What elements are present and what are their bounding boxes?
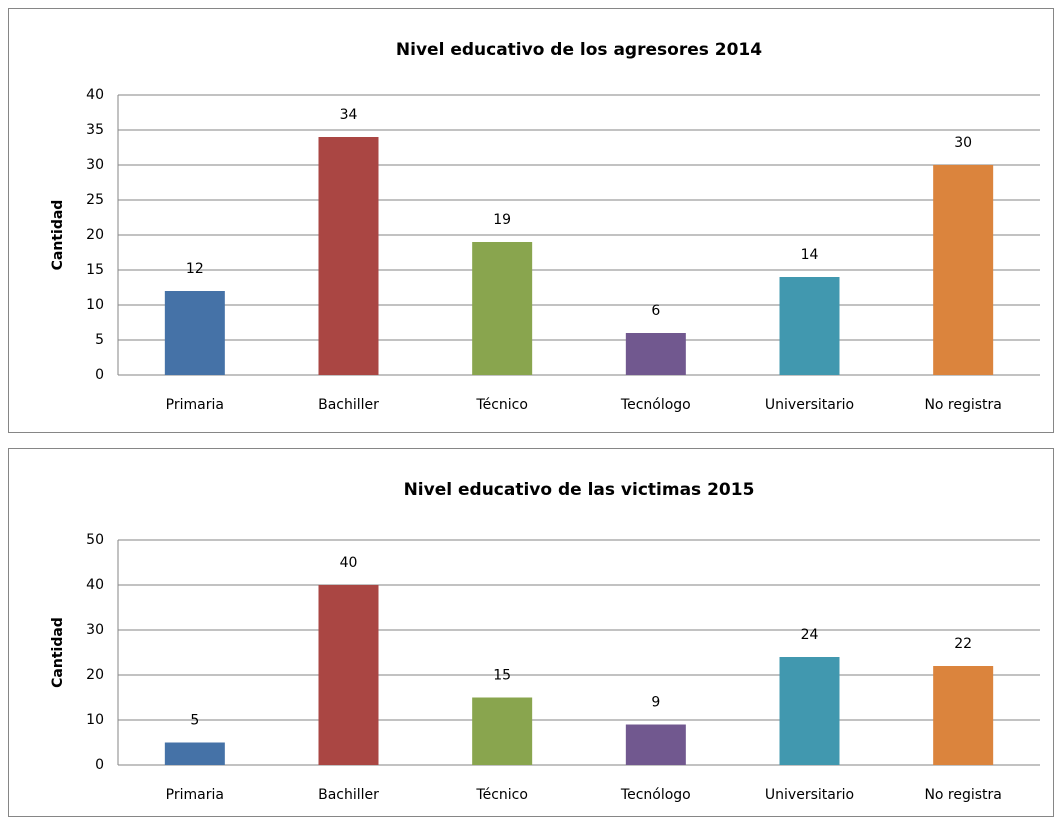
bar: [318, 585, 379, 765]
y-tick-label: 20: [86, 227, 104, 243]
data-label: 40: [340, 555, 358, 571]
x-tick-label: Tecnólogo: [620, 787, 691, 803]
bar: [625, 724, 686, 765]
x-tick-label: Bachiller: [318, 787, 379, 803]
y-tick-label: 0: [95, 757, 104, 773]
data-label: 5: [190, 713, 199, 729]
x-tick-label: Primaria: [166, 787, 224, 803]
y-tick-label: 10: [86, 712, 104, 728]
x-tick-label: No registra: [924, 397, 1001, 413]
y-axis-label: Cantidad: [50, 200, 66, 271]
bar: [625, 333, 686, 375]
y-tick-label: 10: [86, 297, 104, 313]
y-tick-label: 40: [86, 87, 104, 103]
x-tick-label: Universitario: [765, 397, 854, 413]
x-tick-label: Tecnólogo: [620, 397, 691, 413]
bar: [164, 291, 225, 375]
chart-title: Nivel educativo de los agresores 2014: [396, 40, 762, 60]
x-tick-label: Técnico: [475, 787, 528, 803]
x-tick-label: Primaria: [166, 397, 224, 413]
x-tick-label: Técnico: [475, 397, 528, 413]
data-label: 6: [651, 303, 660, 319]
data-label: 9: [651, 695, 660, 711]
y-tick-label: 20: [86, 667, 104, 683]
y-tick-label: 25: [86, 192, 104, 208]
x-tick-label: Universitario: [765, 787, 854, 803]
bar: [933, 666, 994, 765]
y-tick-label: 40: [86, 577, 104, 593]
data-label: 15: [493, 668, 511, 684]
y-tick-label: 0: [95, 367, 104, 383]
chart-title: Nivel educativo de las victimas 2015: [404, 480, 755, 500]
data-label: 34: [340, 107, 358, 123]
y-tick-label: 15: [86, 262, 104, 278]
bar: [472, 242, 533, 375]
data-label: 19: [493, 212, 511, 228]
bar: [933, 165, 994, 375]
x-tick-label: No registra: [924, 787, 1001, 803]
y-tick-label: 50: [86, 532, 104, 548]
data-label: 30: [954, 135, 972, 151]
y-tick-label: 30: [86, 157, 104, 173]
data-label: 24: [801, 627, 819, 643]
y-tick-label: 35: [86, 122, 104, 138]
x-tick-label: Bachiller: [318, 397, 379, 413]
bar: [779, 277, 840, 375]
bar: [472, 697, 533, 765]
data-label: 12: [186, 261, 204, 277]
y-axis-label: Cantidad: [50, 617, 66, 688]
bar: [779, 657, 840, 765]
y-tick-label: 30: [86, 622, 104, 638]
y-tick-label: 5: [95, 332, 104, 348]
bar: [164, 742, 225, 765]
data-label: 22: [954, 636, 972, 652]
data-label: 14: [801, 247, 819, 263]
bar: [318, 137, 379, 375]
